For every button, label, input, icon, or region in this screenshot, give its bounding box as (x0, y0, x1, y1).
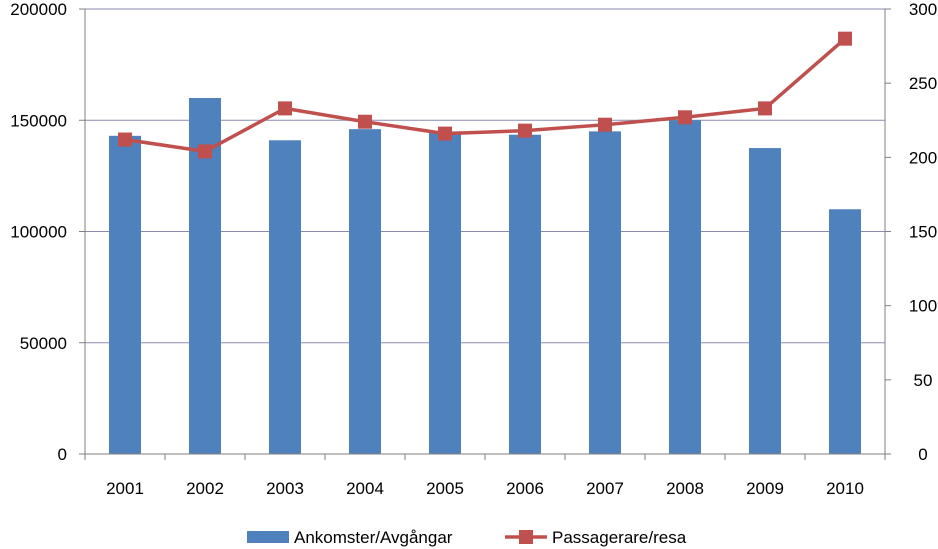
x-tick-label: 2009 (746, 479, 784, 498)
bar-2010 (829, 209, 861, 454)
legend-label-bar: Ankomster/Avgångar (294, 528, 453, 547)
bar-series (109, 98, 861, 454)
marker-2004 (358, 114, 372, 129)
legend: Ankomster/Avgångar Passagerare/resa (247, 528, 687, 547)
left-tick-label: 200000 (10, 0, 67, 19)
right-tick-label: 0 (918, 445, 927, 464)
left-tick-label: 50000 (20, 334, 67, 353)
axes (79, 8, 891, 460)
marker-2006 (518, 123, 532, 138)
x-tick-label: 2006 (506, 479, 544, 498)
x-tick-label: 2008 (666, 479, 704, 498)
x-tick-label: 2004 (346, 479, 384, 498)
right-tick-label: 50 (914, 371, 933, 390)
right-axis-ticks: 0 50 100 150 200 250 300 (909, 0, 937, 464)
right-tick-label: 100 (909, 297, 937, 316)
x-tick-label: 2010 (826, 479, 864, 498)
bar-2008 (669, 120, 701, 454)
marker-2010 (838, 31, 852, 46)
passenger-line (124, 37, 847, 154)
bar-2001 (109, 135, 141, 454)
bar-2009 (749, 148, 781, 454)
marker-2001 (118, 132, 132, 147)
legend-swatch-bar (247, 531, 289, 543)
left-tick-label: 100000 (10, 223, 67, 242)
left-tick-label: 150000 (10, 111, 67, 130)
left-axis-ticks: 0 50000 100000 150000 200000 (10, 0, 67, 464)
x-axis-ticks: 2001 2002 2003 2004 2005 2006 2007 2008 2009 2010 (106, 479, 864, 498)
right-tick-label: 250 (909, 74, 937, 93)
legend-label-line: Passagerare/resa (552, 528, 687, 547)
bar-2004 (349, 129, 381, 454)
marker-2005 (438, 126, 452, 141)
x-tick-label: 2001 (106, 479, 144, 498)
x-tick-label: 2005 (426, 479, 464, 498)
x-tick-label: 2003 (266, 479, 304, 498)
bar-2005 (429, 131, 461, 454)
legend-swatch-marker (519, 530, 533, 544)
marker-2009 (758, 101, 772, 116)
x-tick-label: 2007 (586, 479, 624, 498)
marker-2007 (598, 117, 612, 132)
right-tick-label: 300 (909, 0, 937, 19)
right-tick-label: 150 (909, 223, 937, 242)
bar-2006 (509, 134, 541, 454)
bar-2003 (269, 140, 301, 454)
marker-2008 (678, 110, 692, 125)
marker-2002 (198, 144, 212, 159)
right-tick-label: 200 (909, 148, 937, 167)
line-series (118, 31, 852, 159)
left-tick-label: 0 (58, 445, 67, 464)
x-tick-label: 2002 (186, 479, 224, 498)
marker-2003 (278, 101, 292, 116)
bar-2007 (589, 131, 621, 454)
